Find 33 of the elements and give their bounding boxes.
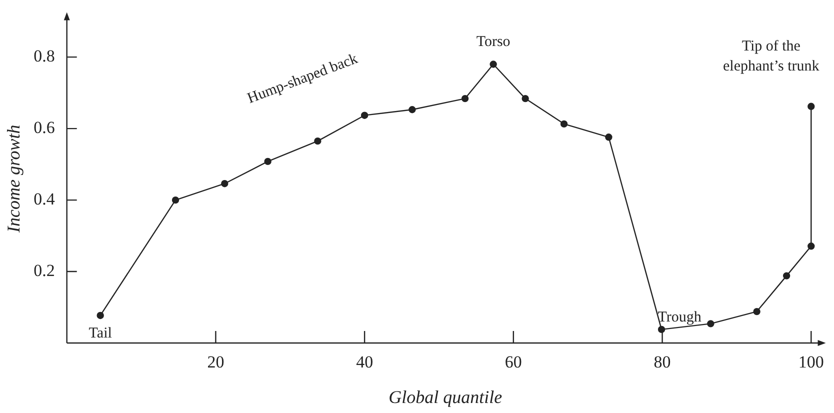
y-tick-label: 0.6 — [34, 118, 55, 138]
point — [264, 158, 272, 166]
point — [490, 60, 497, 68]
point — [808, 242, 815, 250]
x-tick-label: 80 — [654, 352, 671, 372]
y-tick-label: 0.8 — [34, 46, 55, 66]
annotation: Torso — [476, 34, 510, 50]
point — [461, 94, 469, 102]
x-axis-title: Global quantile — [388, 386, 502, 407]
point — [408, 106, 416, 114]
y-tick-label: 0.2 — [34, 260, 55, 280]
point — [658, 326, 666, 334]
point — [314, 137, 322, 145]
point — [221, 180, 228, 188]
x-tick-label: 40 — [356, 352, 374, 372]
point — [782, 272, 790, 280]
point — [808, 102, 815, 110]
annotation: Tip of the elephant’s trunk — [723, 38, 820, 74]
point — [172, 196, 180, 204]
point — [560, 120, 568, 128]
x-tick-label: 100 — [798, 352, 824, 372]
x-tick-label: 60 — [504, 352, 522, 372]
y-tick-label: 0.4 — [34, 190, 56, 209]
point — [707, 320, 714, 328]
point — [605, 134, 612, 141]
point — [96, 312, 104, 320]
x-tick-label: 20 — [207, 352, 224, 372]
annotation: Trough — [658, 309, 702, 326]
point — [360, 112, 368, 119]
point — [753, 308, 760, 316]
point — [522, 94, 529, 102]
y-axis-title: Income growth — [4, 124, 24, 234]
annotation: Tail — [88, 325, 112, 342]
